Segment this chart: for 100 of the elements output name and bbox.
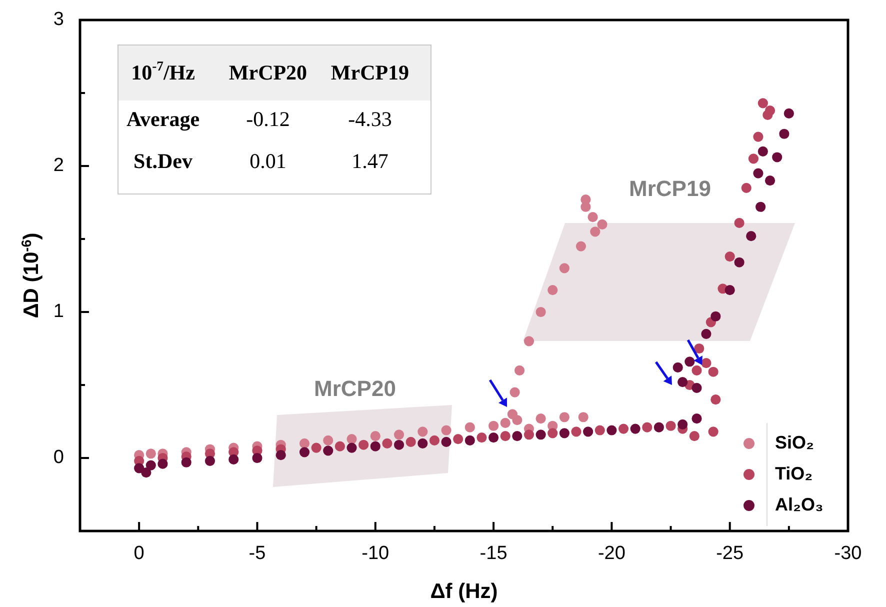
point (559, 428, 570, 438)
point (724, 285, 735, 296)
annotation: -4.33 (348, 106, 392, 131)
point (692, 414, 702, 424)
point (724, 251, 735, 262)
point (276, 450, 286, 460)
point (441, 425, 452, 436)
point (500, 418, 510, 428)
point (559, 412, 570, 422)
point (692, 382, 702, 393)
point (666, 420, 676, 431)
point (418, 426, 428, 437)
point (734, 257, 744, 268)
point (764, 105, 776, 116)
point (536, 430, 546, 440)
point (510, 387, 520, 398)
point (181, 457, 192, 468)
x-tick-label: -5 (248, 543, 266, 564)
point (758, 98, 768, 108)
point (580, 194, 591, 205)
point (228, 454, 239, 464)
annotation: 1.47 (352, 148, 388, 173)
point (146, 460, 156, 470)
point (141, 468, 152, 478)
x-tick-label: -30 (834, 543, 862, 564)
point (764, 176, 776, 186)
point (583, 426, 594, 437)
y-tick-label: 3 (53, 9, 64, 30)
point (358, 440, 369, 450)
point (678, 419, 688, 430)
point (346, 442, 357, 453)
point (488, 420, 499, 431)
point (536, 414, 546, 424)
x-axis-title: Δf (Hz) (430, 580, 498, 603)
x-tick-label: -20 (598, 543, 626, 564)
point (710, 311, 721, 322)
point (571, 426, 582, 437)
point (507, 409, 518, 420)
x-tick-label: -25 (716, 543, 744, 564)
point (394, 440, 404, 450)
point (692, 365, 702, 376)
point (689, 431, 700, 442)
point (548, 428, 558, 438)
point (772, 152, 782, 162)
point (672, 362, 683, 373)
point (476, 432, 487, 443)
point (606, 425, 617, 436)
point (524, 336, 534, 346)
point (311, 442, 322, 453)
point (576, 241, 586, 252)
point (441, 436, 452, 447)
annotation: MrCP19 (629, 176, 711, 201)
point (597, 219, 608, 230)
point (323, 435, 334, 446)
point (590, 226, 600, 237)
annotation: MrCP20 (228, 60, 308, 84)
y-tick-label: 1 (53, 301, 64, 322)
point (559, 263, 570, 274)
point (630, 424, 640, 434)
point (464, 422, 475, 432)
annotation: -0.12 (246, 106, 290, 131)
point (252, 452, 262, 464)
point (748, 154, 759, 164)
point (204, 456, 216, 466)
annotation: 10$^{-7}$/Hz (131, 58, 195, 84)
point (134, 463, 144, 474)
point (512, 431, 522, 442)
point (753, 132, 764, 142)
legend-label: SiO₂ (775, 432, 814, 452)
x-tick-label: -15 (480, 543, 508, 564)
point (299, 447, 310, 458)
legend-label: Al₂O₃ (775, 494, 824, 514)
annotation: St.Dev (134, 148, 193, 173)
point (514, 365, 525, 376)
point (429, 435, 440, 446)
y-tick-label: 0 (53, 447, 64, 468)
point (588, 212, 598, 222)
point (158, 458, 168, 469)
point (758, 146, 768, 156)
point (701, 358, 712, 368)
point (464, 435, 475, 446)
point (708, 366, 718, 377)
point (370, 441, 380, 452)
x-tick-label: -10 (362, 543, 390, 564)
point (536, 306, 546, 318)
point (500, 431, 510, 442)
point (524, 430, 534, 440)
point (578, 412, 588, 422)
point (370, 431, 380, 442)
point (734, 218, 744, 228)
x-tick-label: 0 (134, 543, 144, 564)
point (741, 182, 752, 193)
point (746, 231, 756, 242)
point (684, 356, 695, 367)
annotation: MrCP20 (314, 376, 396, 401)
point (654, 422, 664, 432)
point (779, 128, 790, 139)
point (453, 434, 464, 444)
point (334, 441, 345, 452)
point (642, 422, 652, 432)
